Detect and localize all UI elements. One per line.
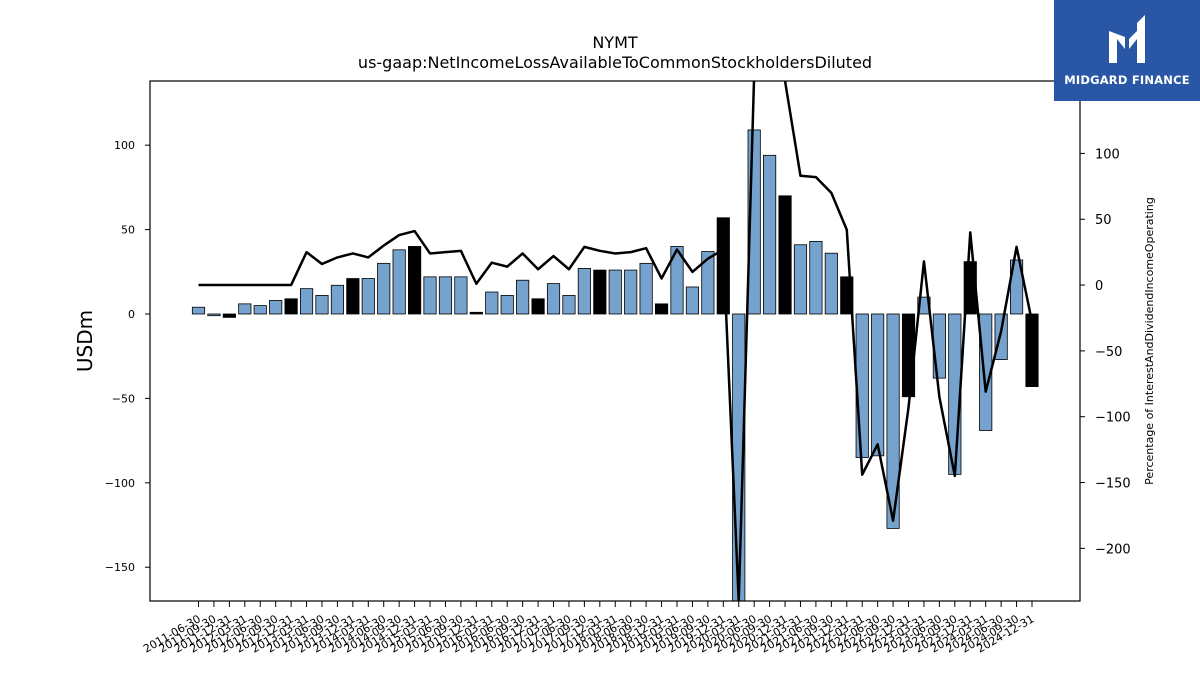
y2-tick-label: −100: [1095, 411, 1131, 426]
y2-tick-label: −150: [1095, 477, 1131, 492]
bar-2017-09-30: [577, 267, 591, 315]
bar-2016-03-31: [485, 291, 499, 315]
bar-2012-06-30: [253, 305, 267, 315]
chart-title: NYMT: [592, 33, 638, 52]
bar-2018-12-31: [654, 303, 669, 315]
y-tick-label: −100: [105, 477, 135, 490]
chart-subtitle: us-gaap:NetIncomeLossAvailableToCommonSt…: [358, 53, 872, 72]
y2-tick-label: 0: [1095, 279, 1103, 294]
bar-2011-12-31: [222, 313, 236, 318]
bar-2020-09-30: [763, 154, 777, 315]
brand-logo: MIDGARD FINANCE: [1054, 0, 1200, 101]
bar-2019-06-30: [685, 286, 700, 315]
y2-axis-label: Percentage of InterestAndDividendIncomeO…: [1143, 197, 1156, 485]
y-axis: −150 −100 −50 0 50 100: [105, 139, 150, 574]
bar-2021-09-30: [824, 252, 838, 315]
bar-2016-12-31: [531, 298, 545, 315]
bar-2016-06-30: [500, 295, 514, 315]
y-axis-label: USDm: [73, 310, 97, 372]
bar-2022-03-31: [855, 313, 869, 458]
bar-2022-06-30: [871, 313, 885, 457]
bar-2013-03-31: [299, 288, 314, 315]
bar-2022-09-30: [886, 313, 900, 529]
bar-2017-12-31: [593, 269, 607, 315]
midgard-logo-icon: [1109, 15, 1145, 63]
bar-2014-06-30: [377, 262, 391, 315]
bar-2012-03-31: [238, 303, 252, 315]
series-line: [198, 81, 1034, 601]
bar-2013-06-30: [315, 295, 329, 315]
brand-name: MIDGARD FINANCE: [1064, 73, 1190, 87]
bar-2017-03-31: [546, 283, 561, 315]
line-group: [198, 81, 1034, 601]
bar-2018-03-31: [608, 269, 622, 315]
bar-2015-09-30: [454, 276, 468, 315]
bar-2016-09-30: [516, 279, 530, 315]
bar-2021-03-31: [793, 244, 808, 315]
bar-2015-03-31: [423, 276, 437, 315]
bar-2011-09-30: [207, 313, 221, 317]
bars-group: [191, 129, 1039, 601]
y-tick-label: 0: [128, 308, 135, 321]
y2-tick-label: 100: [1095, 147, 1120, 162]
bar-2012-12-31: [284, 298, 298, 315]
bar-2019-03-31: [670, 246, 684, 315]
bar-2014-09-30: [392, 249, 406, 315]
bar-2015-06-30: [438, 276, 453, 315]
y-tick-label: 100: [114, 139, 135, 152]
y2-axis: −200 −150 −100 −50 0 50 100: [1080, 147, 1131, 557]
y-tick-label: −50: [112, 392, 135, 405]
bar-2014-12-31: [408, 246, 422, 315]
bar-2012-09-30: [269, 300, 283, 315]
bar-2013-09-30: [330, 284, 344, 315]
y2-tick-label: −50: [1095, 345, 1122, 360]
y2-tick-label: 50: [1095, 213, 1112, 228]
y2-tick-label: −200: [1095, 542, 1131, 557]
bar-2019-09-30: [701, 251, 715, 315]
x-axis: 2011-06-302011-09-302011-12-312012-03-31…: [141, 601, 1037, 656]
y-tick-label: 50: [121, 224, 135, 237]
bar-2021-06-30: [809, 240, 823, 315]
bar-2014-03-31: [361, 278, 375, 315]
bar-2017-06-30: [562, 295, 576, 315]
y-tick-label: −150: [105, 561, 135, 574]
bar-2011-06-30: [191, 306, 206, 315]
bar-2018-09-30: [639, 262, 653, 315]
bar-2020-12-31: [778, 195, 792, 315]
bar-2015-12-31: [469, 311, 483, 315]
bar-2013-12-31: [346, 278, 360, 315]
bar-2018-06-30: [624, 269, 638, 315]
bar-2024-12-31: [1025, 313, 1039, 387]
